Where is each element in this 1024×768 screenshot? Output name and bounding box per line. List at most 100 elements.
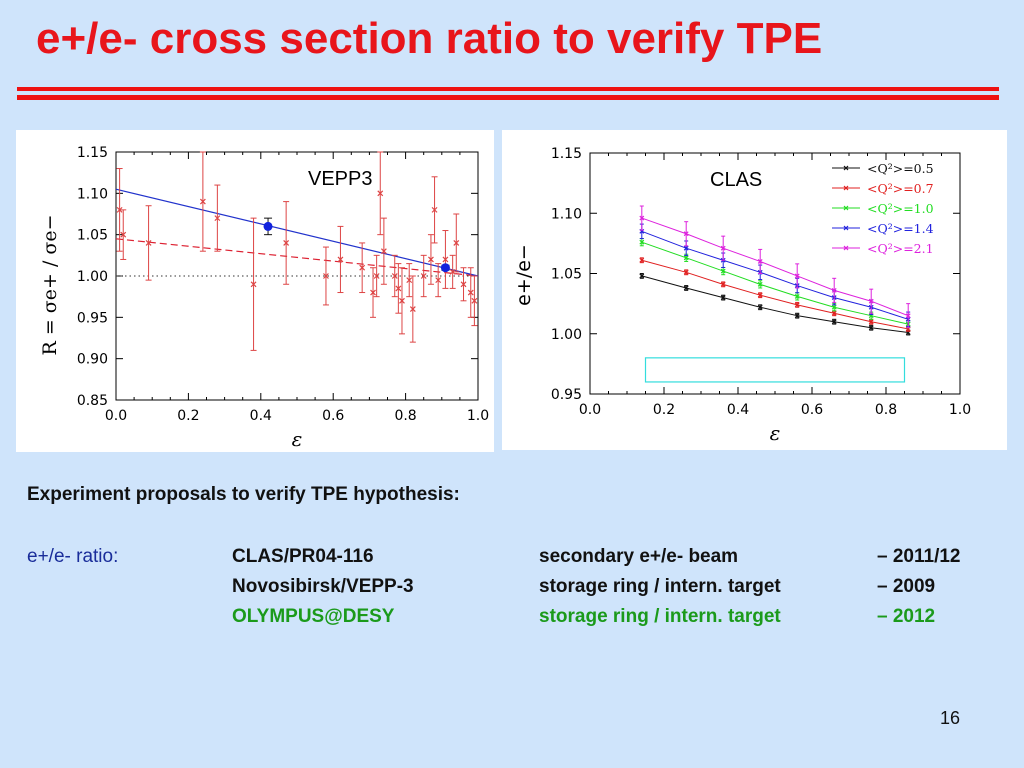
red-data-point <box>250 281 257 288</box>
x-tick-label: 0.0 <box>579 402 601 418</box>
red-data-point <box>120 231 127 238</box>
red-data-point <box>214 215 221 222</box>
x-tick-label: 0.6 <box>801 402 823 418</box>
title-rule-top <box>17 87 999 91</box>
red-data-point <box>406 277 413 284</box>
legend-label: <Q²>=2.1 <box>867 241 934 256</box>
x-tick-label: 0.2 <box>177 408 199 424</box>
series-data-point <box>720 281 726 287</box>
red-data-point <box>370 289 376 296</box>
red-data-point <box>283 240 290 246</box>
x-tick-label: 1.0 <box>949 402 971 418</box>
red-data-point <box>453 240 460 246</box>
legend-marker <box>843 245 849 251</box>
x-tick-label: 0.8 <box>875 402 897 418</box>
x-tick-label: 0.6 <box>322 408 344 424</box>
red-data-point <box>471 297 478 304</box>
x-tick-label: 0.4 <box>727 402 749 418</box>
red-data-point <box>337 256 344 263</box>
x-axis-label: ε <box>770 421 781 445</box>
red-data-point <box>399 297 405 304</box>
title-rule-bottom <box>17 95 999 100</box>
ratio-label: e+/e- ratio: <box>27 546 119 567</box>
series-data-point <box>794 273 800 279</box>
slide-title: e+/e- cross section ratio to verify TPE <box>36 14 823 63</box>
red-data-point <box>145 240 152 246</box>
red-data-point <box>467 289 474 296</box>
series-line <box>641 259 909 330</box>
y-tick-label: 0.95 <box>77 310 108 326</box>
legend-label: <Q²>=1.4 <box>867 221 934 236</box>
red-data-point <box>116 206 123 213</box>
year-3: – 2012 <box>877 606 936 627</box>
series-data-point <box>757 304 763 310</box>
y-tick-label: 1.15 <box>77 145 108 161</box>
x-axis-label: ε <box>292 427 303 451</box>
legend-marker <box>843 205 849 211</box>
series-data-point <box>639 215 645 221</box>
series-data-point <box>720 245 726 251</box>
red-dashed-fit <box>115 238 479 277</box>
series-data-point <box>905 313 911 319</box>
red-data-point <box>323 273 329 279</box>
series-data-point <box>794 302 800 308</box>
red-data-point <box>442 256 449 263</box>
clas-chart-panel: 0.0 0.2 0.4 0.6 0.8 1.0 0.95 1.00 1.05 1.10 1.15 ε e… <box>502 130 1007 450</box>
series-data-point <box>868 325 874 331</box>
vepp3-label: VEPP3 <box>308 168 373 190</box>
red-data-point <box>449 268 456 275</box>
series-data-point <box>831 304 837 310</box>
series-data-point <box>639 257 645 263</box>
red-data-point <box>435 277 442 284</box>
series-data-point <box>868 319 874 325</box>
red-data-point <box>359 264 366 271</box>
series-data-point <box>757 281 763 287</box>
blue-data-point <box>440 263 450 273</box>
red-data-point <box>380 248 387 255</box>
legend-marker <box>843 165 849 171</box>
red-data-point <box>428 256 434 263</box>
y-tick-label: 0.95 <box>551 387 582 403</box>
series-line <box>641 241 909 325</box>
legend-label: <Q²>=1.0 <box>867 201 934 216</box>
year-2: – 2009 <box>877 576 936 597</box>
experiment-1: CLAS/PR04-116 <box>232 546 374 567</box>
x-tick-label: 0.8 <box>394 408 416 424</box>
method-2: storage ring / intern. target <box>539 576 781 597</box>
series-data-point <box>720 295 726 301</box>
red-data-point <box>409 306 416 312</box>
series-data-point <box>757 259 763 264</box>
series-line <box>641 230 909 320</box>
series-data-point <box>831 310 837 316</box>
series-data-point <box>639 239 645 245</box>
red-data-point <box>199 198 206 205</box>
red-data-point <box>420 273 427 279</box>
series-data-point <box>831 319 837 325</box>
series-data-point <box>683 245 689 251</box>
series-line <box>641 275 909 334</box>
series-data-point <box>683 285 689 291</box>
method-1: secondary e+/e- beam <box>539 546 739 567</box>
x-tick-label: 0.0 <box>105 408 127 424</box>
series-data-point <box>757 292 763 298</box>
y-tick-label: 1.15 <box>551 146 582 162</box>
vepp3-chart: 0.0 0.2 0.4 0.6 0.8 1.0 0.85 0.90 0.95 1.00 1.05 1.… <box>39 145 489 451</box>
red-data-point <box>431 206 438 213</box>
method-3: storage ring / intern. target <box>539 606 781 627</box>
red-data-point <box>377 190 384 197</box>
y-axis-label: R = σe+ / σe− <box>39 214 61 355</box>
series-data-point <box>868 298 874 304</box>
y-tick-label: 1.05 <box>551 267 582 283</box>
clas-chart: 0.0 0.2 0.4 0.6 0.8 1.0 0.95 1.00 1.05 1.10 1.15 ε e… <box>513 146 971 445</box>
legend-label: <Q²>=0.7 <box>867 181 934 196</box>
experiment-3: OLYMPUS@DESY <box>232 606 395 627</box>
year-1: – 2011/12 <box>877 546 961 567</box>
y-tick-label: 1.00 <box>551 327 582 343</box>
y-tick-label: 0.85 <box>77 393 108 409</box>
x-tick-label: 0.2 <box>653 402 675 418</box>
x-tick-label: 0.4 <box>250 408 272 424</box>
x-tick-label: 1.0 <box>467 408 489 424</box>
y-tick-label: 1.05 <box>77 228 108 244</box>
legend-marker <box>843 185 849 191</box>
series-data-point <box>683 231 689 237</box>
